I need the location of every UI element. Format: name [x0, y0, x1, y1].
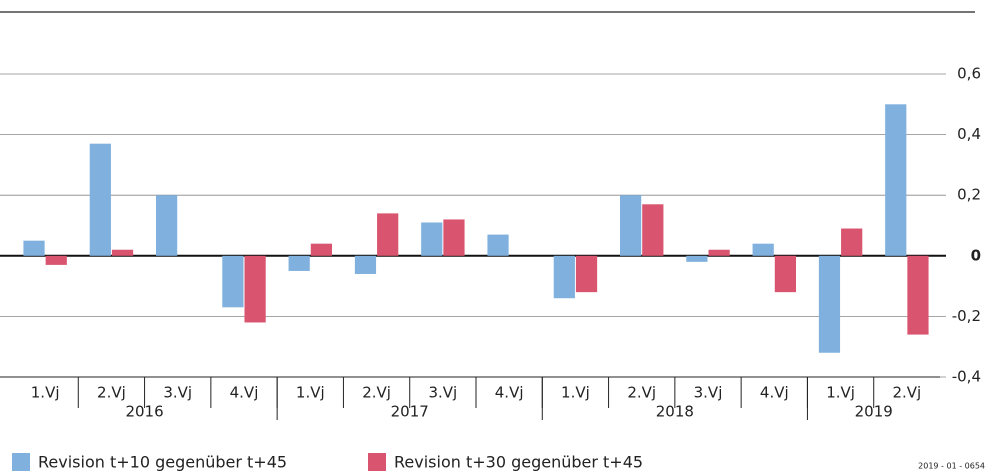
bar — [156, 195, 178, 256]
group-label: 2016 — [125, 403, 163, 421]
x-tick-label: 2.Vj — [362, 384, 391, 402]
x-tick-label: 3.Vj — [163, 384, 192, 402]
bar — [553, 255, 575, 299]
legend-swatch — [368, 453, 386, 471]
bar — [89, 143, 111, 256]
bar — [642, 204, 664, 256]
bar — [377, 213, 399, 256]
bar — [487, 234, 509, 256]
x-tick-label: 4.Vj — [495, 384, 524, 402]
bar — [443, 219, 465, 256]
x-tick-label: 1.Vj — [826, 384, 855, 402]
bar — [45, 255, 67, 265]
x-tick-label: 2.Vj — [97, 384, 126, 402]
bar — [841, 228, 863, 256]
bar — [708, 249, 730, 256]
x-tick-label: 1.Vj — [31, 384, 60, 402]
x-tick-label: 3.Vj — [428, 384, 457, 402]
x-tick-label: 4.Vj — [230, 384, 259, 402]
bar — [885, 104, 907, 256]
x-tick-label: 3.Vj — [694, 384, 723, 402]
legend-label: Revision t+10 gegenüber t+45 — [38, 453, 287, 471]
group-label: 2019 — [855, 403, 893, 421]
y-tick-label: 0,6 — [957, 65, 981, 83]
bar — [575, 255, 598, 293]
y-tick-label: 0,4 — [957, 125, 981, 143]
bar — [310, 243, 332, 256]
x-tick-label: 4.Vj — [760, 384, 789, 402]
note: 2019 - 01 - 0654 — [918, 462, 985, 471]
bar — [620, 195, 642, 256]
x-tick-label: 1.Vj — [296, 384, 325, 402]
bar — [23, 240, 45, 256]
bar — [907, 255, 929, 335]
bar — [421, 222, 443, 256]
group-label: 2018 — [656, 403, 694, 421]
bar — [244, 255, 266, 323]
bar — [111, 249, 134, 256]
y-tick-label: -0,4 — [952, 368, 981, 386]
bar — [752, 243, 774, 256]
group-label: 2017 — [391, 403, 429, 421]
y-tick-label: 0 — [971, 246, 981, 264]
bar — [686, 255, 708, 262]
bar — [818, 255, 841, 353]
x-tick-label: 2.Vj — [892, 384, 921, 402]
y-tick-label: -0,2 — [952, 307, 981, 325]
x-tick-label: 1.Vj — [561, 384, 590, 402]
x-tick-label: 2.Vj — [627, 384, 656, 402]
bar — [354, 255, 377, 274]
legend-swatch — [12, 453, 30, 471]
bar — [774, 255, 796, 293]
legend-label: Revision t+30 gegenüber t+45 — [394, 453, 643, 471]
y-tick-label: 0,2 — [957, 186, 981, 204]
bar — [288, 255, 310, 271]
bar — [222, 255, 244, 308]
